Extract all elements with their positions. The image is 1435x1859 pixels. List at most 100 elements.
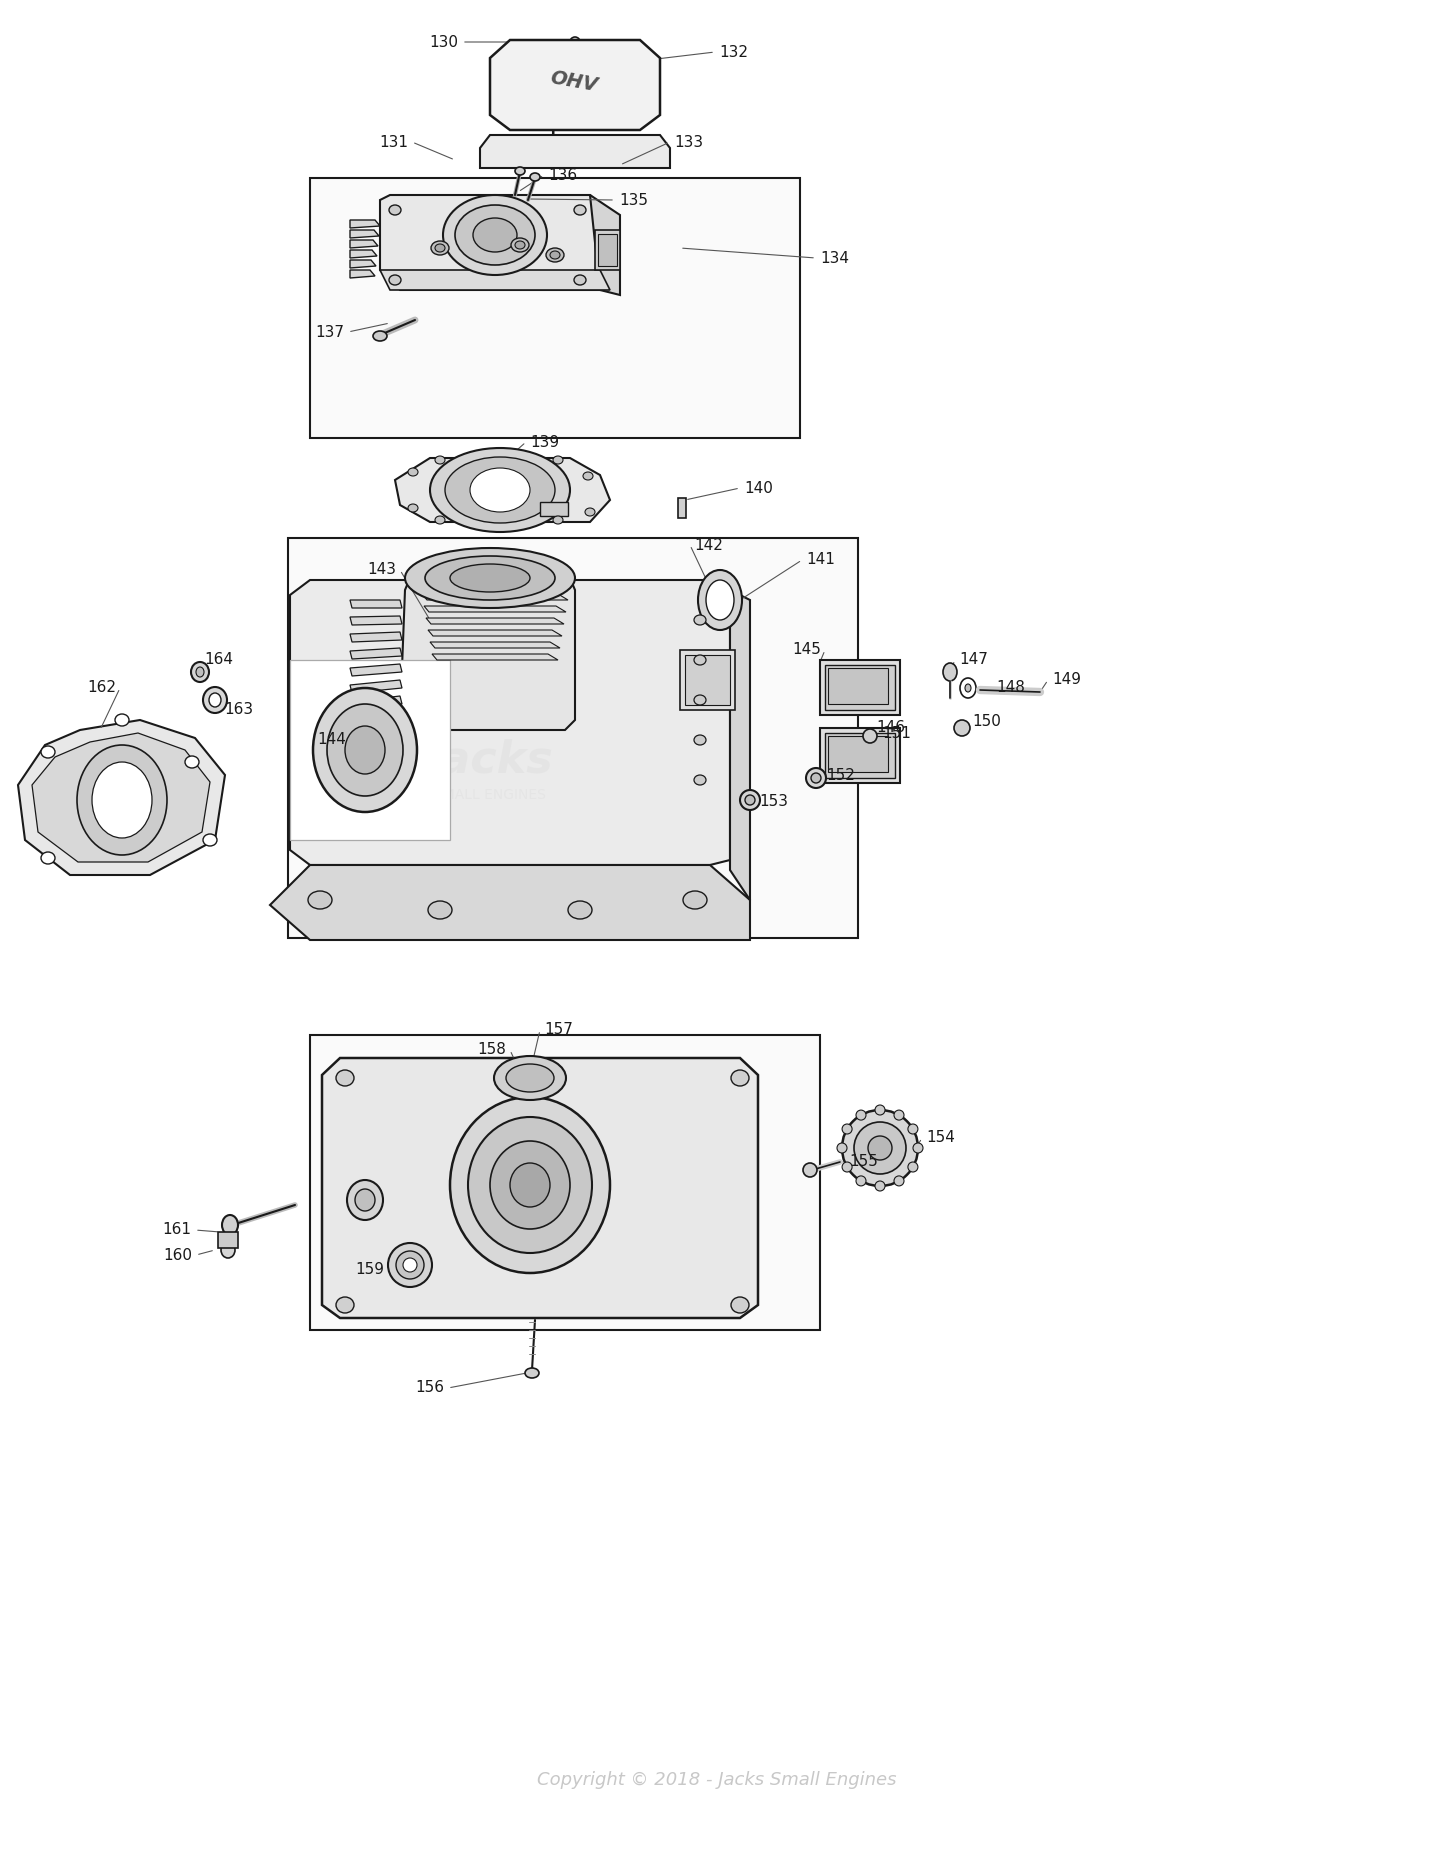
Ellipse shape [695,615,706,625]
Text: 158: 158 [476,1043,507,1058]
Bar [310,178,799,439]
Polygon shape [290,580,730,864]
Ellipse shape [185,757,199,768]
Ellipse shape [862,729,877,744]
Ellipse shape [373,331,387,340]
Ellipse shape [837,1143,847,1153]
Bar [680,651,735,710]
Ellipse shape [585,508,596,517]
Ellipse shape [511,238,530,253]
Ellipse shape [389,204,400,216]
Text: 136: 136 [548,167,577,182]
Polygon shape [380,195,610,290]
Polygon shape [710,580,751,900]
Polygon shape [400,578,575,731]
Ellipse shape [695,654,706,666]
Polygon shape [432,654,558,660]
Text: 153: 153 [759,794,788,809]
Ellipse shape [309,890,331,909]
Ellipse shape [197,667,204,677]
Polygon shape [422,595,568,600]
Text: 135: 135 [618,193,649,208]
Ellipse shape [408,504,418,511]
Ellipse shape [327,705,403,796]
Text: 154: 154 [926,1130,954,1145]
Ellipse shape [222,1216,238,1234]
Text: 130: 130 [429,35,458,50]
Bar [825,666,895,710]
Polygon shape [350,680,402,693]
Ellipse shape [695,734,706,745]
Text: 160: 160 [164,1247,192,1262]
Text: 144: 144 [317,732,346,747]
Ellipse shape [430,448,570,532]
Bar [684,654,730,705]
Polygon shape [479,136,670,167]
Ellipse shape [697,571,742,630]
Polygon shape [350,729,402,744]
Bar [828,667,888,705]
Ellipse shape [908,1162,918,1171]
Text: 132: 132 [719,45,748,59]
Ellipse shape [515,167,525,175]
Polygon shape [350,270,375,279]
Ellipse shape [403,1259,418,1272]
Text: 151: 151 [883,727,911,742]
Text: SMALL ENGINES: SMALL ENGINES [433,788,545,801]
Ellipse shape [730,1071,749,1086]
Text: 133: 133 [674,134,703,149]
Polygon shape [19,719,225,876]
Text: 159: 159 [354,1262,385,1277]
Text: 149: 149 [1052,673,1081,688]
Ellipse shape [740,790,761,811]
Ellipse shape [509,48,521,61]
Ellipse shape [570,37,580,46]
Ellipse shape [574,275,585,284]
Text: 156: 156 [415,1381,443,1396]
Ellipse shape [77,745,166,855]
Ellipse shape [545,247,564,262]
Ellipse shape [894,1177,904,1186]
Polygon shape [380,270,610,290]
Text: 164: 164 [204,653,232,667]
Ellipse shape [854,1123,905,1175]
Polygon shape [350,632,402,641]
Ellipse shape [425,556,555,600]
Bar [828,736,888,771]
Ellipse shape [428,902,452,918]
Text: 145: 145 [792,643,821,658]
Ellipse shape [857,1177,865,1186]
Ellipse shape [468,1117,593,1253]
Ellipse shape [202,835,217,846]
Ellipse shape [92,762,152,838]
Ellipse shape [842,1110,918,1186]
Ellipse shape [552,455,563,465]
Ellipse shape [875,1180,885,1192]
Bar [819,660,900,716]
Ellipse shape [842,1162,852,1171]
Ellipse shape [42,851,55,864]
Ellipse shape [210,693,221,706]
Ellipse shape [631,48,643,61]
Text: 148: 148 [996,680,1025,695]
Ellipse shape [435,455,445,465]
Text: 141: 141 [806,552,835,567]
Ellipse shape [525,1368,540,1378]
Ellipse shape [574,204,585,216]
Ellipse shape [552,517,563,524]
Polygon shape [350,249,377,258]
Text: 146: 146 [875,721,905,736]
Polygon shape [350,260,376,268]
Bar [596,231,620,270]
Bar [825,732,895,779]
Ellipse shape [435,517,445,524]
Ellipse shape [445,457,555,522]
Polygon shape [428,630,563,636]
Text: 161: 161 [162,1223,191,1238]
Ellipse shape [857,1110,865,1121]
Text: 163: 163 [224,703,253,718]
Ellipse shape [954,719,970,736]
Ellipse shape [451,1097,610,1273]
Ellipse shape [515,242,525,249]
Ellipse shape [943,664,957,680]
